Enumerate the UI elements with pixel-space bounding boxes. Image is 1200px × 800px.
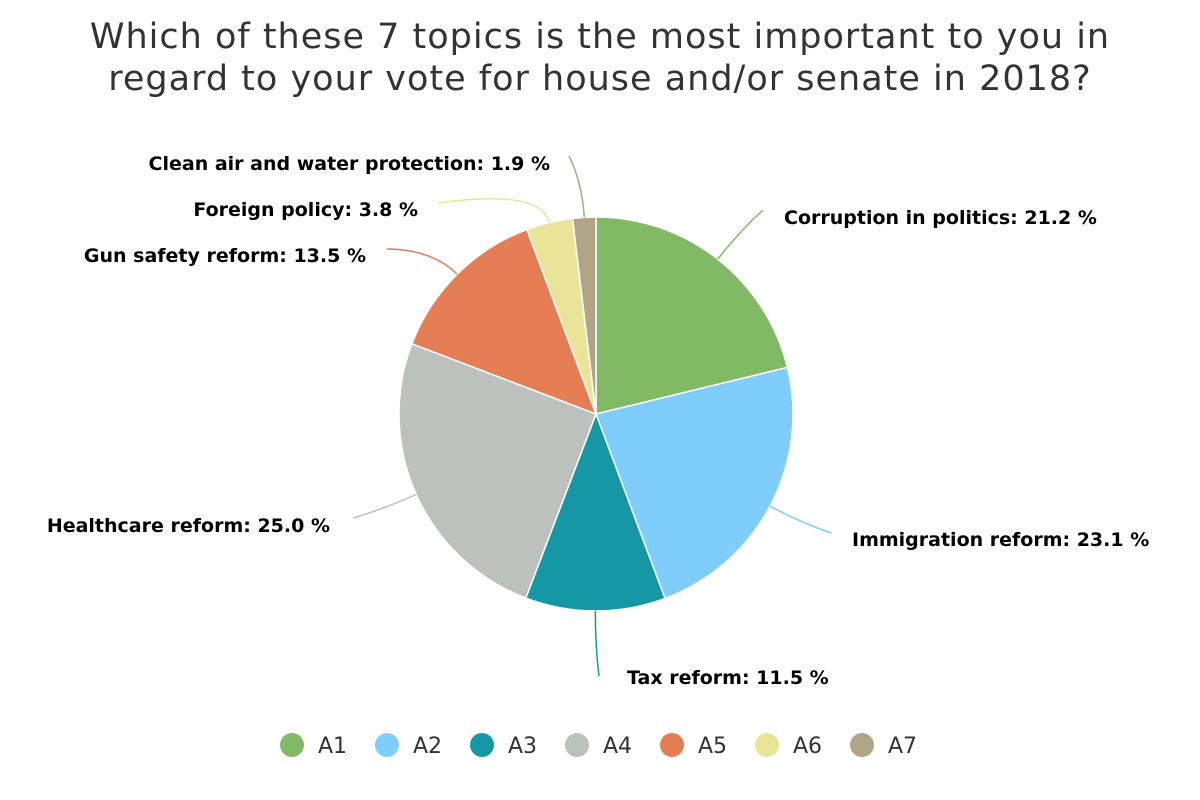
label-connector-a2 bbox=[769, 505, 832, 534]
legend-swatch-a7 bbox=[850, 733, 874, 757]
legend-item-a5[interactable]: A5 bbox=[660, 733, 727, 759]
slice-label-a1: Corruption in politics: 21.2 % bbox=[784, 207, 1097, 229]
slice-label-a6: Foreign policy: 3.8 % bbox=[193, 199, 418, 221]
label-connector-a7 bbox=[568, 155, 585, 218]
legend-label-a2: A2 bbox=[413, 734, 442, 759]
pie-slice-a4[interactable] bbox=[398, 342, 597, 600]
pie-slice-a3[interactable] bbox=[524, 411, 667, 612]
legend-item-a2[interactable]: A2 bbox=[375, 733, 442, 759]
legend-label-a5: A5 bbox=[698, 734, 727, 759]
label-connectors bbox=[352, 155, 832, 677]
pie-slice-a1[interactable] bbox=[595, 216, 789, 415]
legend-swatch-a5 bbox=[660, 733, 684, 757]
label-connector-a3 bbox=[594, 610, 600, 677]
legend-item-a4[interactable]: A4 bbox=[565, 733, 632, 759]
label-connector-a1 bbox=[717, 209, 764, 260]
legend-swatch-a6 bbox=[755, 733, 779, 757]
legend-swatch-a2 bbox=[375, 733, 399, 757]
legend: A1 A2 A3 A4 A5 A6 A7 bbox=[280, 733, 917, 759]
legend-label-a4: A4 bbox=[603, 734, 632, 759]
legend-item-a6[interactable]: A6 bbox=[755, 733, 822, 759]
pie-slices bbox=[398, 216, 794, 612]
legend-swatch-a3 bbox=[470, 733, 494, 757]
legend-item-a1[interactable]: A1 bbox=[280, 733, 347, 759]
slice-label-a5: Gun safety reform: 13.5 % bbox=[84, 245, 366, 267]
chart-title-line-1: Which of these 7 topics is the most impo… bbox=[90, 17, 1110, 57]
pie-slice-a2[interactable] bbox=[595, 366, 794, 600]
slice-label-a4: Healthcare reform: 25.0 % bbox=[47, 515, 330, 537]
slice-label-a7: Clean air and water protection: 1.9 % bbox=[149, 153, 550, 175]
legend-label-a6: A6 bbox=[793, 734, 822, 759]
legend-item-a7[interactable]: A7 bbox=[850, 733, 917, 759]
legend-swatch-a1 bbox=[280, 733, 304, 757]
pie-slice-a5[interactable] bbox=[410, 228, 598, 416]
legend-swatch-a4 bbox=[565, 733, 589, 757]
legend-label-a7: A7 bbox=[888, 734, 917, 759]
slice-label-a2: Immigration reform: 23.1 % bbox=[852, 529, 1149, 551]
legend-label-a1: A1 bbox=[318, 734, 347, 759]
slice-label-a3: Tax reform: 11.5 % bbox=[627, 667, 829, 689]
chart-title-line-2: regard to your vote for house and/or sen… bbox=[108, 59, 1091, 99]
slice-labels: Corruption in politics: 21.2 % Immigratio… bbox=[47, 153, 1149, 689]
label-connector-a6 bbox=[437, 198, 551, 223]
legend-label-a3: A3 bbox=[508, 734, 537, 759]
label-connector-a5 bbox=[386, 248, 458, 275]
label-connector-a4 bbox=[352, 493, 417, 519]
legend-item-a3[interactable]: A3 bbox=[470, 733, 537, 759]
